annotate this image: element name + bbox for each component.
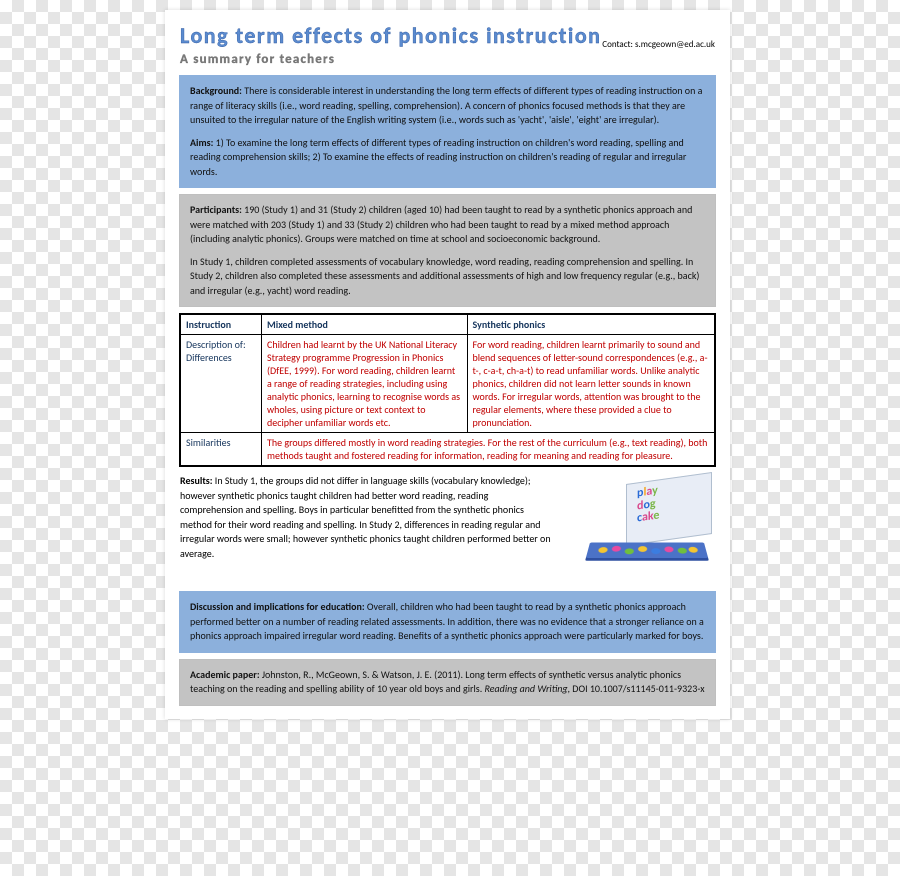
methods-table: Instruction Mixed method Synthetic phoni… — [180, 314, 715, 466]
paper-journal: Reading and Writing — [485, 682, 568, 695]
row-similarities-text: The groups differed mostly in word readi… — [262, 433, 715, 466]
participants-paragraph-1: Participants: 190 (Study 1) and 31 (Stud… — [190, 203, 705, 247]
document-page: Long term effects of phonics instruction… — [165, 10, 730, 719]
row-differences-mixed: Children had learnt by the UK National L… — [262, 335, 468, 433]
row-differences-label: Description of: Differences — [181, 335, 262, 433]
background-aims-box: Background: There is considerable intere… — [180, 76, 715, 187]
background-paragraph: Background: There is considerable intere… — [190, 84, 705, 128]
background-label: Background: — [190, 84, 242, 97]
participants-text-1: 190 (Study 1) and 31 (Study 2) children … — [190, 203, 692, 245]
participants-label: Participants: — [190, 203, 242, 216]
academic-paper-box: Academic paper: Johnston, R., McGeown, S… — [180, 660, 715, 705]
subtitle-row: A summary for teachers Contact: s.mcgeow… — [180, 49, 715, 68]
letter-card-icon: play dog cake — [626, 472, 712, 546]
th-synthetic: Synthetic phonics — [467, 315, 715, 335]
row-differences-synthetic: For word reading, children learnt primar… — [467, 335, 715, 433]
letter-tray-icon — [586, 543, 708, 558]
discussion-box: Discussion and implications for educatio… — [180, 592, 715, 652]
results-paragraph: Results: In Study 1, the groups did not … — [180, 474, 552, 561]
discussion-label: Discussion and implications for educatio… — [190, 600, 365, 613]
results-text: In Study 1, the groups did not differ in… — [180, 474, 551, 560]
results-row: Results: In Study 1, the groups did not … — [180, 474, 715, 584]
letters-illustration: play dog cake — [560, 474, 715, 584]
aims-label: Aims: — [190, 136, 213, 149]
page-inner: Long term effects of phonics instruction… — [165, 10, 730, 719]
table-row: Description of: Differences Children had… — [181, 335, 715, 433]
th-instruction: Instruction — [181, 315, 262, 335]
participants-box: Participants: 190 (Study 1) and 31 (Stud… — [180, 195, 715, 306]
contact-line: Contact: s.mcgeown@ed.ac.uk — [602, 39, 715, 50]
aims-paragraph: Aims: 1) To examine the long term effect… — [190, 136, 705, 180]
paper-doi: , DOI 10.1007/s11145-011-9323-x — [568, 682, 705, 695]
participants-paragraph-2: In Study 1, children completed assessmen… — [190, 255, 705, 299]
table-header-row: Instruction Mixed method Synthetic phoni… — [181, 315, 715, 335]
background-text: There is considerable interest in unders… — [190, 84, 702, 126]
th-mixed: Mixed method — [262, 315, 468, 335]
paper-label: Academic paper: — [190, 668, 260, 681]
results-label: Results: — [180, 474, 213, 487]
aims-text: 1) To examine the long term effects of d… — [190, 136, 686, 178]
row-similarities-label: Similarities — [181, 433, 262, 466]
table-row: Similarities The groups differed mostly … — [181, 433, 715, 466]
page-subtitle: A summary for teachers — [180, 52, 335, 67]
